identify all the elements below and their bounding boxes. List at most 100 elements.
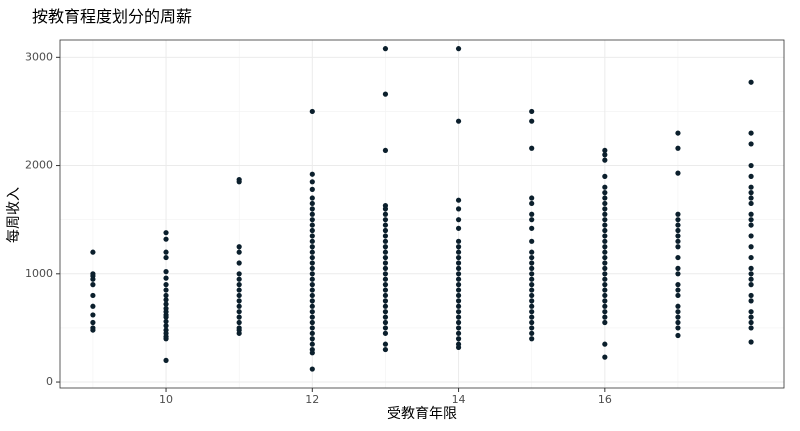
point [675, 292, 681, 299]
point [309, 200, 315, 207]
point [309, 298, 315, 304]
point [675, 211, 681, 217]
point [382, 147, 389, 154]
point [236, 309, 242, 315]
point [90, 276, 96, 282]
point [748, 292, 754, 299]
point [529, 200, 535, 207]
point [309, 249, 315, 255]
point [748, 282, 754, 288]
point [529, 314, 535, 320]
point [163, 297, 169, 303]
point [602, 222, 608, 228]
point [602, 238, 608, 244]
point [748, 276, 754, 282]
point [163, 269, 169, 275]
point [163, 323, 169, 329]
point [309, 309, 315, 315]
point [382, 211, 389, 217]
point [529, 265, 535, 271]
point [455, 276, 462, 282]
point [602, 190, 608, 196]
point [382, 238, 389, 244]
point [163, 292, 169, 299]
point [455, 46, 462, 52]
point [309, 292, 315, 299]
point [455, 225, 462, 231]
point [309, 108, 315, 115]
point [529, 254, 535, 261]
point [455, 217, 462, 223]
x-tick-label: 12 [305, 393, 319, 406]
point [602, 292, 608, 299]
point [309, 366, 315, 372]
point [382, 309, 389, 315]
point [455, 319, 462, 326]
point [602, 319, 608, 326]
point [90, 312, 96, 318]
point [382, 227, 389, 234]
point [602, 152, 608, 158]
point [163, 236, 169, 242]
point [236, 319, 242, 326]
point [602, 341, 608, 347]
point [309, 282, 315, 288]
point [309, 287, 315, 293]
point [455, 287, 462, 293]
point [529, 319, 535, 326]
point [602, 227, 608, 234]
point [455, 303, 462, 309]
point [748, 271, 754, 277]
point [236, 271, 242, 277]
point [602, 206, 608, 212]
point [455, 330, 462, 336]
point [163, 314, 169, 320]
point [163, 230, 169, 236]
point [455, 260, 462, 266]
point [529, 298, 535, 304]
point [382, 271, 389, 277]
y-tick-label: 0 [46, 375, 53, 388]
chart-title: 按教育程度划分的周薪 [32, 7, 192, 26]
point [163, 336, 169, 342]
point [529, 309, 535, 315]
point [602, 195, 608, 201]
point [236, 282, 242, 288]
point [602, 298, 608, 304]
point [675, 265, 681, 271]
point [309, 260, 315, 266]
point [675, 254, 681, 261]
point [602, 271, 608, 277]
point [675, 271, 681, 277]
point [748, 173, 754, 179]
point [309, 341, 315, 347]
point [382, 330, 389, 336]
point [163, 357, 169, 363]
point [675, 303, 681, 309]
point [602, 184, 608, 190]
point [236, 276, 242, 282]
point [675, 222, 681, 228]
point [602, 354, 608, 360]
point [382, 244, 389, 250]
point [309, 314, 315, 320]
point [529, 292, 535, 299]
point [309, 319, 315, 326]
point [602, 260, 608, 266]
point [455, 254, 462, 261]
point [529, 217, 535, 223]
point [163, 249, 169, 255]
point [382, 319, 389, 326]
point [309, 222, 315, 228]
point [309, 206, 315, 212]
y-tick-label: 2000 [25, 159, 53, 172]
point [382, 222, 389, 228]
point [382, 298, 389, 304]
point [748, 265, 754, 271]
point [309, 330, 315, 336]
point [309, 265, 315, 271]
point [455, 206, 462, 212]
point [163, 318, 169, 325]
point [382, 314, 389, 320]
